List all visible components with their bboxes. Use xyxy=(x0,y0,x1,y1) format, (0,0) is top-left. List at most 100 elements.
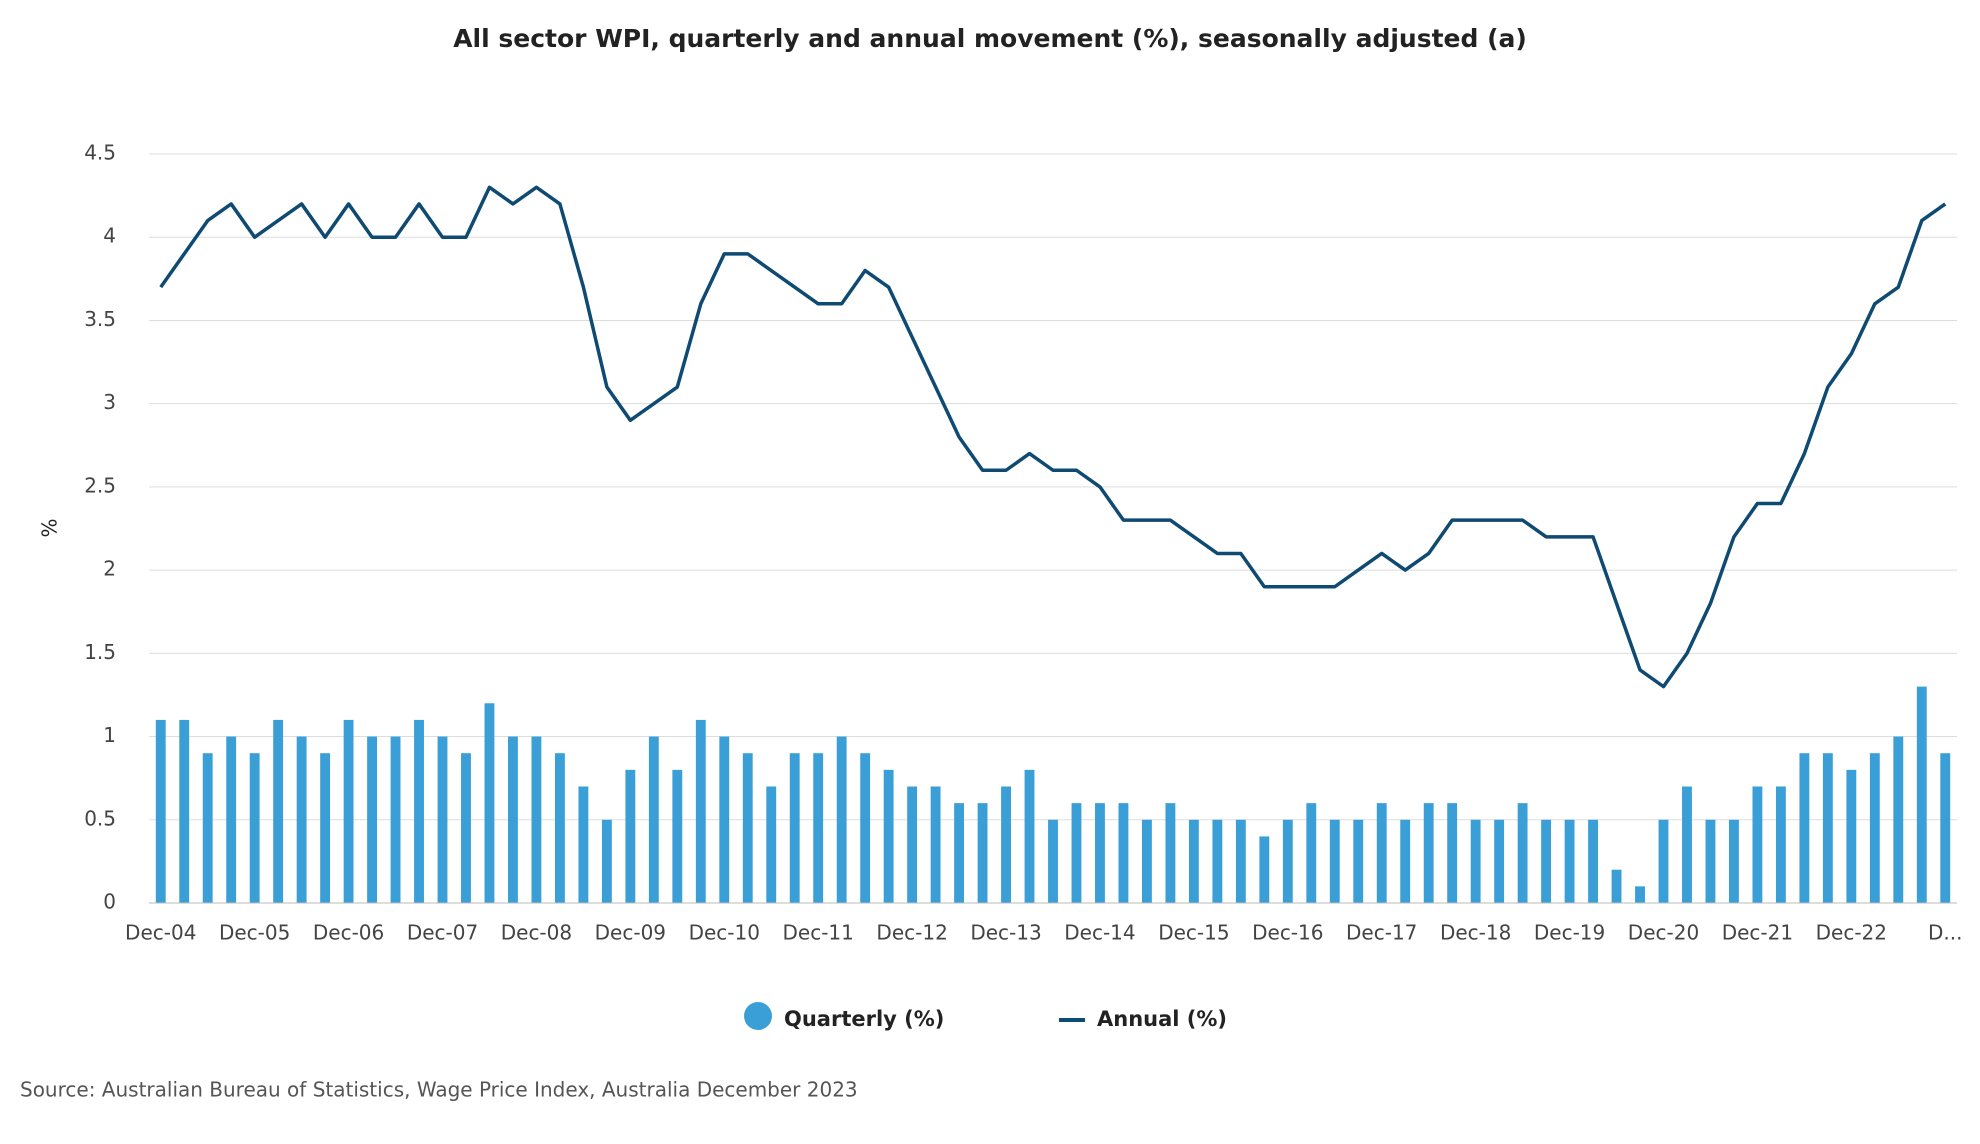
bar xyxy=(1447,803,1458,903)
y-tick-label: 0.5 xyxy=(84,806,116,830)
bar xyxy=(226,736,237,903)
bar xyxy=(1940,753,1951,903)
bar xyxy=(1259,836,1270,903)
bar xyxy=(1916,686,1927,903)
x-tick-label: Dec-08 xyxy=(501,921,572,945)
x-tick-label: Dec-17 xyxy=(1346,921,1417,945)
chart-title: All sector WPI, quarterly and annual mov… xyxy=(453,24,1527,53)
bar xyxy=(508,736,518,903)
x-tick-label: Dec-22 xyxy=(1816,921,1887,945)
bar xyxy=(461,753,471,903)
x-tick-label: Dec-09 xyxy=(595,921,666,945)
bar xyxy=(1799,753,1810,903)
bar xyxy=(296,736,307,903)
bar xyxy=(179,719,190,903)
x-tick-label: Dec-15 xyxy=(1158,921,1229,945)
bar xyxy=(484,703,495,903)
bar xyxy=(1423,803,1434,903)
y-tick-label: 2 xyxy=(103,557,116,581)
bar xyxy=(1001,786,1011,903)
bar xyxy=(531,736,542,903)
bar xyxy=(1329,819,1340,903)
legend-label[interactable]: Annual (%) xyxy=(1097,1007,1227,1031)
bar xyxy=(1541,819,1552,903)
bar xyxy=(367,736,377,903)
y-tick-label: 1 xyxy=(103,723,116,747)
bar xyxy=(554,753,565,903)
legend-label[interactable]: Quarterly (%) xyxy=(784,1007,944,1031)
bar xyxy=(1752,786,1763,903)
bar xyxy=(390,736,401,903)
bar xyxy=(766,786,777,903)
y-tick-label: 3 xyxy=(103,390,116,414)
bar xyxy=(1846,769,1857,903)
source-note: Source: Australian Bureau of Statistics,… xyxy=(20,1078,858,1102)
x-tick-label: Dec-11 xyxy=(783,921,854,945)
bar xyxy=(1048,819,1058,903)
bar xyxy=(1635,886,1645,903)
y-tick-label: 2.5 xyxy=(84,473,116,497)
bar xyxy=(1212,819,1223,903)
bar xyxy=(1400,819,1411,903)
bar xyxy=(343,719,354,903)
y-tick-label: 1.5 xyxy=(84,640,116,664)
x-tick-label: Dec-04 xyxy=(125,921,196,945)
bar xyxy=(1729,819,1739,903)
bar xyxy=(883,769,894,903)
bar xyxy=(414,719,424,903)
bar xyxy=(719,736,730,903)
x-tick-label: Dec-18 xyxy=(1440,921,1511,945)
bar xyxy=(1869,753,1880,903)
bar xyxy=(1658,819,1669,903)
y-tick-label: 3.5 xyxy=(84,307,116,331)
bar xyxy=(1822,753,1833,903)
bar xyxy=(930,786,941,903)
bar xyxy=(437,736,448,903)
bar xyxy=(907,786,918,903)
bar xyxy=(1353,819,1364,903)
bar xyxy=(836,736,847,903)
x-tick-label: Dec-06 xyxy=(313,921,384,945)
bar xyxy=(1235,819,1246,903)
x-tick-label: Dec-13 xyxy=(970,921,1041,945)
bar xyxy=(1188,819,1199,903)
bar xyxy=(742,753,753,903)
bar xyxy=(1470,819,1481,903)
bar xyxy=(1893,736,1904,903)
bar xyxy=(1588,819,1598,903)
bar xyxy=(1282,819,1293,903)
y-axis-label: % xyxy=(38,518,62,537)
bar xyxy=(954,803,965,903)
bar xyxy=(1376,803,1387,903)
bar xyxy=(1165,803,1176,903)
bar xyxy=(1705,819,1716,903)
bar xyxy=(1095,803,1105,903)
bar xyxy=(813,753,824,903)
y-tick-label: 4.5 xyxy=(84,141,116,165)
x-tick-label: Dec-21 xyxy=(1722,921,1793,945)
bar xyxy=(1517,803,1528,903)
bar xyxy=(249,753,260,903)
bar xyxy=(202,753,213,903)
x-tick-label: Dec-16 xyxy=(1252,921,1323,945)
y-tick-label: 0 xyxy=(103,890,116,914)
x-tick-label: Dec-10 xyxy=(689,921,760,945)
bar xyxy=(1564,819,1575,903)
x-tick-label: Dec-05 xyxy=(219,921,290,945)
bar xyxy=(789,753,800,903)
bar xyxy=(695,719,706,903)
bar xyxy=(625,769,636,903)
x-tick-label: Dec-12 xyxy=(876,921,947,945)
bar xyxy=(1306,803,1317,903)
bar xyxy=(1611,869,1622,903)
legend-marker xyxy=(744,1002,772,1030)
x-tick-label: Dec-07 xyxy=(407,921,478,945)
y-tick-label: 4 xyxy=(103,224,116,248)
x-tick-label: Dec-14 xyxy=(1064,921,1135,945)
bar xyxy=(601,819,612,903)
bar xyxy=(1024,769,1035,903)
x-tick-label: Dec-20 xyxy=(1628,921,1699,945)
bar xyxy=(1118,803,1129,903)
